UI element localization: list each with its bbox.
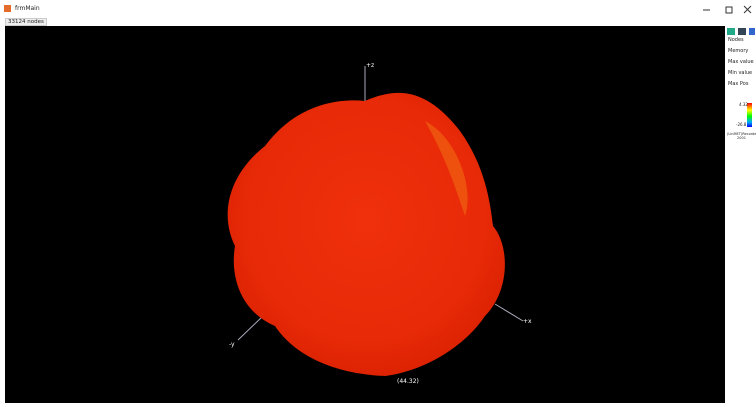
tool-button[interactable] [738, 28, 746, 35]
legend-max: 4.32 [739, 102, 748, 107]
radiation-pattern [227, 92, 505, 376]
axis-label: +x [523, 318, 532, 325]
legend-min: -26.8 [736, 122, 747, 127]
title-bar [4, 5, 752, 14]
legend-caption: (LinMET)Recorded 2001 [727, 132, 756, 140]
side-panel: Nodes Memory Max value Min value Max Pos 4.3… [725, 26, 756, 403]
panel-item: Max value [728, 59, 754, 65]
readout: (44.32) [397, 378, 419, 385]
panel-item: Memory [728, 48, 749, 54]
color-legend [747, 103, 752, 127]
x-axis [494, 303, 524, 322]
window-title: frmMain [15, 5, 40, 12]
colorbar [747, 103, 752, 127]
tool-button[interactable] [727, 28, 735, 35]
app-icon [4, 5, 11, 12]
render [227, 66, 524, 376]
restore-button[interactable] [725, 6, 733, 14]
y-axis [237, 315, 264, 341]
axis-label: -y [229, 341, 235, 348]
toolbar [727, 28, 755, 35]
tool-button[interactable] [749, 28, 755, 35]
axis-label: +z [366, 62, 375, 69]
close-button[interactable] [743, 5, 752, 14]
status-label: 33124 nodes [5, 18, 47, 26]
highlight [425, 121, 468, 216]
panel-item: Nodes [728, 37, 744, 43]
panel-item: Min value [728, 70, 753, 76]
panel-item: Max Pos [728, 81, 749, 87]
viewport: +z -y +x (44.32) [5, 26, 725, 403]
